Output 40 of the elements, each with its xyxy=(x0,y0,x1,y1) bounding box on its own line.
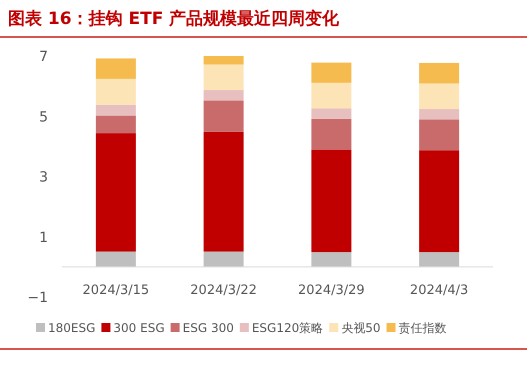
legend-label: ESG 300 xyxy=(182,321,234,335)
bar xyxy=(419,150,460,252)
bar xyxy=(419,83,460,110)
bar xyxy=(204,100,244,132)
bar xyxy=(204,132,244,252)
bar xyxy=(311,118,352,150)
bar xyxy=(419,109,460,120)
bar xyxy=(96,116,136,134)
bar xyxy=(96,58,136,79)
y-tick-label: −1 xyxy=(27,290,48,306)
bar xyxy=(96,252,136,267)
legend-label: 300 ESG xyxy=(113,321,165,335)
bar xyxy=(96,104,136,116)
bar xyxy=(419,62,460,84)
bar xyxy=(419,252,460,267)
bar xyxy=(311,252,352,267)
legend-label: 180ESG xyxy=(48,321,96,335)
bar xyxy=(204,56,244,64)
bar xyxy=(311,82,352,108)
bar xyxy=(96,133,136,252)
legend-label: 责任指数 xyxy=(398,321,447,335)
x-tick-label: 2024/3/29 xyxy=(298,283,365,298)
bar xyxy=(311,108,352,119)
bar xyxy=(419,120,460,150)
x-tick-label: 2024/4/3 xyxy=(410,283,468,298)
x-tick-label: 2024/3/22 xyxy=(190,283,257,298)
bar xyxy=(204,90,244,101)
y-tick-label: 3 xyxy=(39,170,48,186)
bar xyxy=(311,62,352,83)
chart-title: 图表 16：挂钩 ETF 产品规模最近四周变化 xyxy=(8,9,340,29)
bar xyxy=(311,150,352,252)
x-tick-label: 2024/3/15 xyxy=(82,283,150,298)
y-tick-label: 5 xyxy=(39,109,48,126)
y-tick-label: 7 xyxy=(39,49,48,65)
legend-label: 央视50 xyxy=(341,321,381,335)
bar xyxy=(204,64,244,90)
bar xyxy=(204,252,244,267)
bar xyxy=(96,78,136,105)
y-tick-label: 1 xyxy=(39,230,48,246)
legend-label: ESG120策略 xyxy=(252,321,324,335)
